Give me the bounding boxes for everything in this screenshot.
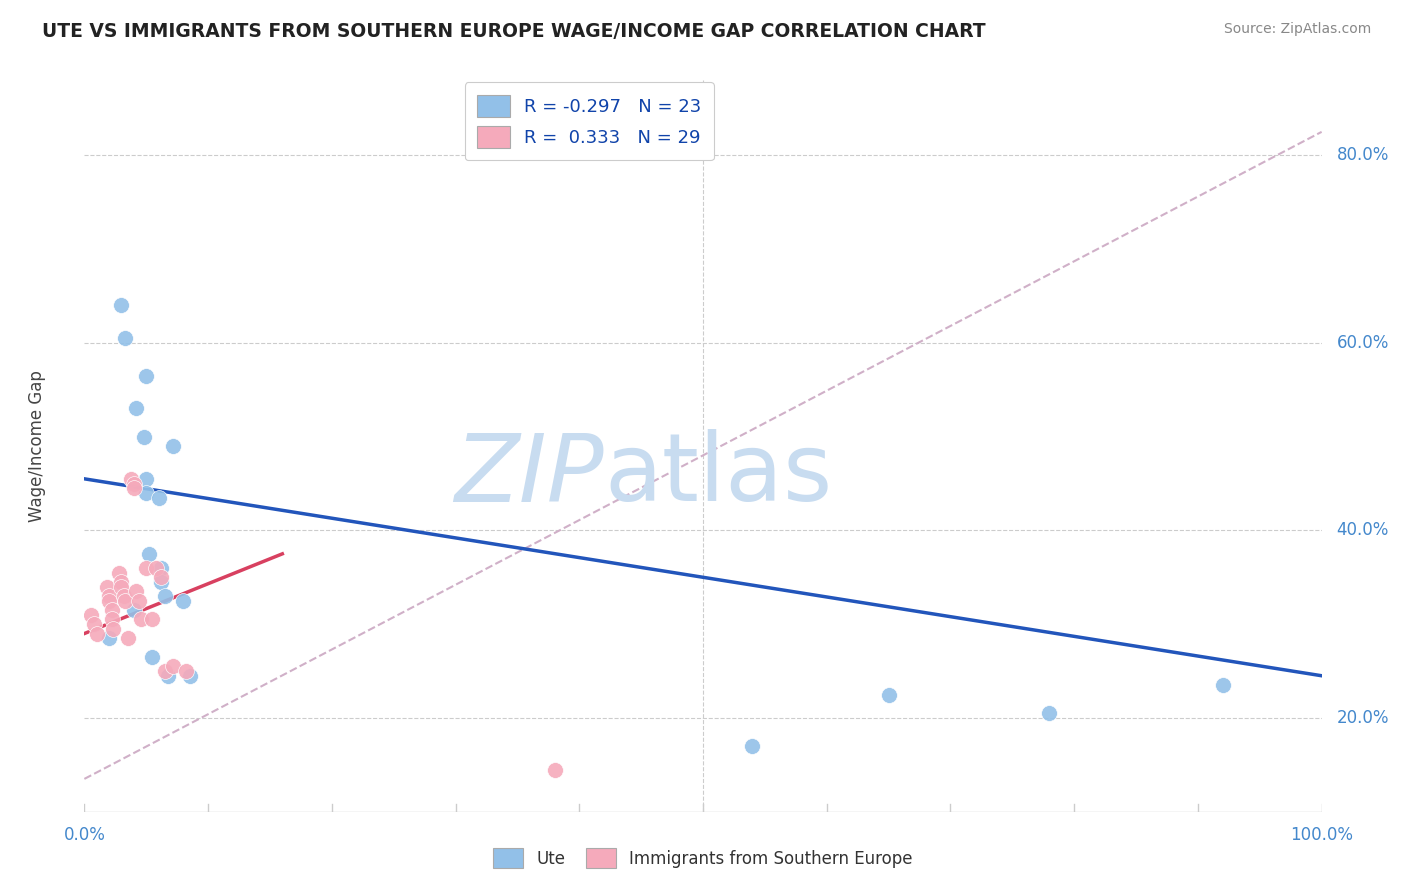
Point bbox=[135, 472, 157, 486]
Point bbox=[145, 561, 167, 575]
Legend: R = -0.297   N = 23, R =  0.333   N = 29: R = -0.297 N = 23, R = 0.333 N = 29 bbox=[464, 82, 714, 161]
Point bbox=[741, 739, 763, 753]
Point bbox=[108, 566, 131, 580]
Point bbox=[98, 589, 121, 603]
Text: 20.0%: 20.0% bbox=[1337, 709, 1389, 727]
Point bbox=[138, 547, 160, 561]
Point bbox=[98, 632, 121, 646]
Point bbox=[157, 669, 180, 683]
Point bbox=[174, 664, 197, 678]
Text: 0.0%: 0.0% bbox=[63, 826, 105, 844]
Point bbox=[153, 664, 176, 678]
Point bbox=[153, 589, 176, 603]
Point bbox=[112, 589, 135, 603]
Point bbox=[101, 622, 124, 636]
Point bbox=[128, 593, 150, 607]
Point bbox=[162, 439, 184, 453]
Point bbox=[96, 580, 118, 594]
Point bbox=[100, 603, 122, 617]
Text: 80.0%: 80.0% bbox=[1337, 146, 1389, 164]
Point bbox=[141, 612, 163, 626]
Point bbox=[150, 570, 173, 584]
Text: Wage/Income Gap: Wage/Income Gap bbox=[28, 370, 46, 522]
Point bbox=[179, 669, 201, 683]
Text: ZIP: ZIP bbox=[454, 430, 605, 521]
Point bbox=[135, 368, 157, 383]
Point bbox=[122, 603, 145, 617]
Text: 100.0%: 100.0% bbox=[1291, 826, 1353, 844]
Point bbox=[135, 561, 157, 575]
Point bbox=[122, 481, 145, 495]
Point bbox=[79, 607, 101, 622]
Point bbox=[110, 574, 132, 589]
Point bbox=[135, 486, 157, 500]
Point bbox=[114, 331, 136, 345]
Text: 60.0%: 60.0% bbox=[1337, 334, 1389, 351]
Text: UTE VS IMMIGRANTS FROM SOUTHERN EUROPE WAGE/INCOME GAP CORRELATION CHART: UTE VS IMMIGRANTS FROM SOUTHERN EUROPE W… bbox=[42, 22, 986, 41]
Point bbox=[120, 472, 142, 486]
Point bbox=[148, 491, 170, 505]
Point bbox=[110, 298, 132, 312]
Point bbox=[150, 561, 173, 575]
Point bbox=[132, 429, 155, 443]
Point bbox=[125, 584, 148, 599]
Point bbox=[100, 612, 122, 626]
Point bbox=[110, 580, 132, 594]
Point bbox=[129, 612, 152, 626]
Point bbox=[162, 659, 184, 673]
Point bbox=[122, 476, 145, 491]
Point bbox=[83, 617, 105, 632]
Text: atlas: atlas bbox=[605, 429, 832, 521]
Point bbox=[86, 626, 108, 640]
Point bbox=[172, 593, 194, 607]
Point bbox=[877, 688, 900, 702]
Point bbox=[117, 632, 139, 646]
Point bbox=[114, 593, 136, 607]
Text: Source: ZipAtlas.com: Source: ZipAtlas.com bbox=[1223, 22, 1371, 37]
Point bbox=[543, 763, 565, 777]
Point bbox=[141, 650, 163, 665]
Point bbox=[1212, 678, 1234, 692]
Point bbox=[1038, 706, 1060, 721]
Legend: Ute, Immigrants from Southern Europe: Ute, Immigrants from Southern Europe bbox=[485, 839, 921, 877]
Point bbox=[98, 593, 121, 607]
Point bbox=[150, 574, 173, 589]
Text: 40.0%: 40.0% bbox=[1337, 522, 1389, 540]
Point bbox=[125, 401, 148, 416]
